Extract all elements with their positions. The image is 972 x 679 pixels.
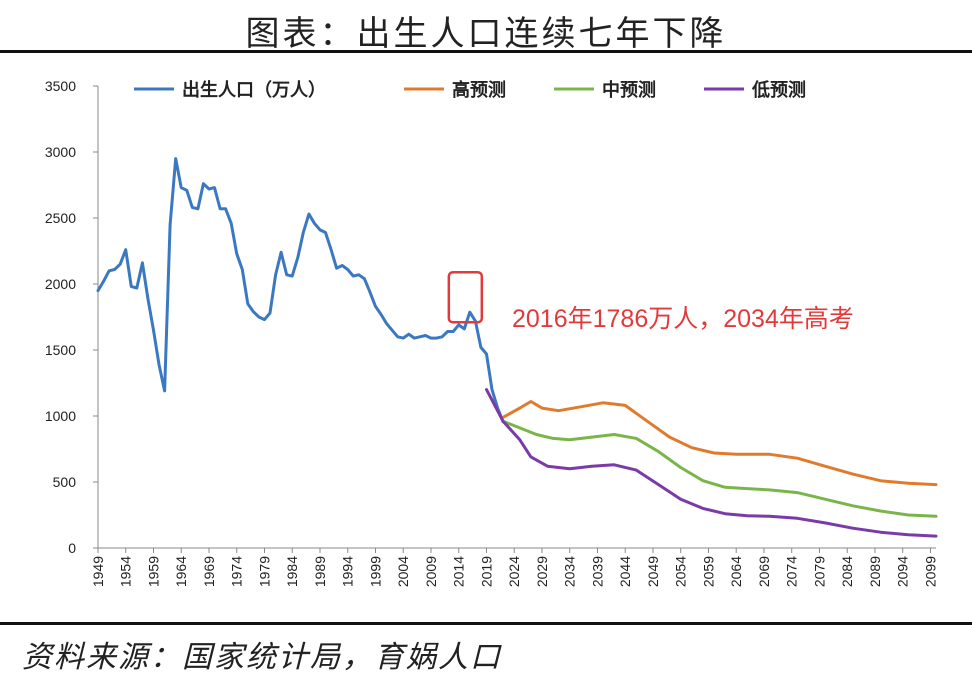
legend: 出生人口（万人） 高预测 中预测 低预测 (134, 79, 806, 101)
x-tick-label: 2054 (673, 556, 689, 587)
series-line-0 (96, 157, 505, 424)
x-tick-label: 1954 (118, 556, 134, 587)
y-tick-label: 3000 (45, 144, 76, 160)
annotation-text: 2016年1786万人，2034年高考 (512, 305, 854, 333)
bottom-divider (0, 622, 972, 625)
x-tick-label: 2089 (867, 556, 883, 587)
chart-axes (97, 86, 936, 549)
y-tick-label: 2000 (45, 276, 76, 292)
x-tick-label: 1984 (284, 556, 300, 587)
legend-label: 中预测 (602, 79, 656, 101)
x-tick-label: 2014 (451, 556, 467, 587)
y-tick-label: 500 (53, 474, 77, 490)
x-tick-label: 2029 (534, 556, 550, 587)
y-tick-label: 2500 (45, 210, 76, 226)
source-note: 资料来源：国家统计局，育娲人口 (22, 640, 502, 675)
chart-title: 图表：出生人口连续七年下降 (245, 14, 727, 54)
x-tick-label: 2044 (617, 556, 633, 587)
y-tick-label: 0 (68, 540, 76, 556)
x-tick-label: 2059 (700, 556, 716, 587)
y-tick-label: 3500 (45, 78, 76, 94)
x-tick-label: 2069 (756, 556, 772, 587)
annotation-box (447, 270, 484, 324)
x-tick-label: 2019 (478, 556, 494, 587)
x-tick-label: 2094 (895, 556, 911, 587)
x-tick-label: 2004 (395, 556, 411, 587)
chart-svg: 0 500 1000 1500 2000 2500 3000 3500 1949 1954 195… (45, 78, 939, 587)
legend-label: 低预测 (751, 79, 806, 101)
x-tick-label: 1979 (256, 556, 272, 587)
x-tick-label: 1974 (229, 556, 245, 587)
annotation: 2016年1786万人，2034年高考 (447, 270, 854, 333)
x-tick-label: 2064 (728, 556, 744, 587)
x-tick-label: 1989 (312, 556, 328, 587)
x-tick-label: 2074 (784, 556, 800, 587)
x-tick-label: 1959 (145, 556, 161, 587)
y-axis-ticks: 0 500 1000 1500 2000 2500 3000 3500 (45, 78, 98, 556)
x-tick-label: 2034 (562, 556, 578, 587)
legend-label: 高预测 (452, 79, 506, 101)
x-tick-label: 2024 (506, 556, 522, 587)
x-tick-label: 2079 (811, 556, 827, 587)
y-tick-label: 1500 (45, 342, 76, 358)
series-line-3 (485, 388, 938, 538)
x-tick-label: 1964 (173, 556, 189, 587)
x-tick-label: 1949 (90, 556, 106, 587)
x-tick-label: 2049 (645, 556, 661, 587)
x-tick-label: 2039 (589, 556, 605, 587)
x-tick-label: 1969 (201, 556, 217, 587)
series-line-2 (501, 419, 938, 518)
x-tick-label: 1994 (340, 556, 356, 587)
legend-label: 出生人口（万人） (182, 79, 326, 101)
top-divider (0, 50, 972, 53)
x-axis-ticks: 1949 1954 1959 1964 1969 1974 1979 1984 1989 1994… (90, 548, 938, 587)
x-tick-label: 2084 (839, 556, 855, 587)
x-tick-label: 1999 (367, 556, 383, 587)
x-tick-label: 2099 (922, 556, 938, 587)
series-line-1 (501, 400, 938, 487)
series-lines (96, 157, 938, 538)
y-tick-label: 1000 (45, 408, 76, 424)
x-tick-label: 2009 (423, 556, 439, 587)
